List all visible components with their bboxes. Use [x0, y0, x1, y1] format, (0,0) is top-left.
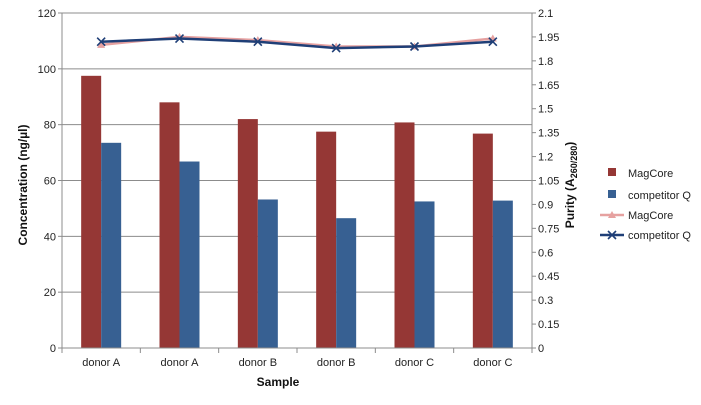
line-series — [96, 32, 498, 53]
y2-tick-label: 0.45 — [538, 271, 559, 283]
x-tick-label: donor C — [473, 357, 512, 369]
legend-swatch — [608, 190, 616, 198]
y2-tick-label: 0 — [538, 343, 544, 355]
y-tick-label: 20 — [44, 287, 56, 299]
x-tick-label: donor A — [161, 357, 200, 369]
legend-swatch — [608, 168, 616, 176]
x-marker — [331, 43, 341, 53]
y2-axis-title-main: Purity (A — [563, 178, 577, 228]
bar — [237, 119, 258, 348]
legend-label: MagCore — [628, 210, 673, 222]
bar — [179, 161, 200, 348]
y2-tick-label: 0.75 — [538, 223, 559, 235]
tick-labels: 0 20 40 60 80 100 120 0 0.15 0.3 0.45 0.6 0.75 0.9 1.0… — [38, 8, 560, 369]
y2-tick-label: 2.1 — [538, 8, 553, 20]
x-marker — [488, 37, 498, 47]
y2-tick-label: 1.05 — [538, 176, 559, 188]
y2-tick-label: 0.6 — [538, 247, 553, 259]
x-marker — [253, 37, 263, 47]
y2-tick-label: 1.95 — [538, 32, 559, 44]
legend: MagCore competitor Q MagCore competitor Q — [600, 168, 691, 242]
x-tick-label: donor A — [82, 357, 121, 369]
y2-tick-label: 0.9 — [538, 199, 553, 211]
bar — [336, 218, 357, 348]
y2-tick-label: 1.35 — [538, 128, 559, 140]
triangle-marker — [608, 211, 616, 218]
bar — [316, 131, 337, 348]
legend-label: competitor Q — [628, 190, 691, 202]
bar — [414, 201, 435, 348]
y-tick-label: 0 — [50, 343, 56, 355]
y2-tick-label: 0.15 — [538, 319, 559, 331]
y2-tick-label: 0.3 — [538, 295, 553, 307]
gridlines — [62, 12, 532, 293]
bar — [394, 122, 415, 348]
x-marker — [96, 37, 106, 47]
y2-tick-label: 1.8 — [538, 56, 553, 68]
y-axis-title: Concentration (ng/µl) — [16, 125, 30, 246]
triangle-marker — [97, 40, 106, 48]
y2-tick-label: 1.65 — [538, 80, 559, 92]
y2-axis-title-end: ) — [563, 142, 577, 146]
bar — [101, 142, 122, 348]
legend-label: MagCore — [628, 168, 673, 180]
y2-tick-label: 1.5 — [538, 104, 553, 116]
y2-axis-title: Purity (A260/280) — [563, 142, 579, 229]
series-line — [101, 37, 493, 50]
bar — [257, 199, 278, 348]
axes — [58, 12, 536, 353]
bar — [159, 102, 180, 348]
y-tick-label: 80 — [44, 120, 56, 132]
x-tick-label: donor C — [395, 357, 434, 369]
legend-label: competitor Q — [628, 230, 691, 242]
y2-axis-title-subscript: 260/280 — [569, 146, 579, 179]
y-tick-label: 40 — [44, 231, 56, 243]
bars — [81, 75, 513, 348]
x-tick-label: donor B — [317, 357, 356, 369]
x-marker — [607, 230, 617, 240]
x-marker — [409, 41, 420, 52]
y-tick-label: 120 — [38, 8, 56, 20]
x-tick-label: donor B — [239, 357, 278, 369]
y-tick-label: 60 — [44, 176, 56, 188]
bar — [492, 200, 513, 348]
bar — [472, 133, 493, 348]
y-tick-label: 100 — [38, 64, 56, 76]
x-axis-title: Sample — [257, 375, 300, 389]
bar — [81, 75, 102, 348]
x-marker — [174, 33, 185, 44]
y2-tick-label: 1.2 — [538, 152, 553, 164]
